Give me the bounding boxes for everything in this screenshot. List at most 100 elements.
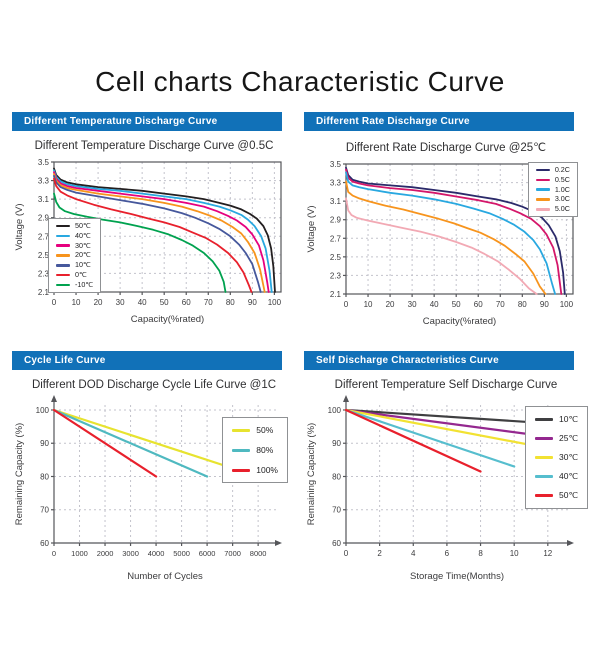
rate-discharge-plot: 0 10 20 30 40 50 60 70 80 90 100 2.1 2.3 2.5 2.7 2.9 3.1… [306, 160, 574, 327]
legend-label: 30℃ [75, 240, 92, 250]
svg-text:3.3: 3.3 [38, 177, 50, 186]
legend-label: 50℃ [75, 221, 92, 230]
legend-label: 0℃ [75, 269, 88, 279]
legend-item: 40℃ [56, 230, 93, 240]
svg-text:5000: 5000 [173, 549, 190, 558]
svg-text:6000: 6000 [199, 549, 216, 558]
svg-text:90: 90 [332, 439, 341, 448]
legend-label: 50℃ [558, 490, 578, 500]
svg-text:Capacity(%rated): Capacity(%rated) [131, 314, 204, 325]
svg-text:50: 50 [160, 298, 169, 307]
svg-text:3.1: 3.1 [38, 195, 50, 204]
svg-text:60: 60 [40, 539, 49, 548]
legend-cycle-life: 50% 80% 100% [222, 417, 288, 483]
svg-text:Remaining Capacity (%): Remaining Capacity (%) [14, 423, 25, 525]
legend-item: 0.2C [535, 165, 570, 174]
legend-item: 10℃ [56, 260, 93, 269]
legend-swatch [232, 428, 251, 432]
legend-swatch [56, 273, 70, 277]
svg-text:80: 80 [332, 472, 341, 481]
svg-text:8: 8 [478, 549, 483, 558]
svg-text:100: 100 [268, 298, 282, 307]
legend-swatch [56, 263, 70, 267]
legend-swatch [534, 494, 553, 497]
svg-text:0: 0 [52, 549, 56, 558]
legend-swatch [534, 418, 553, 421]
svg-text:7000: 7000 [224, 549, 241, 558]
panel-self-discharge: Self Discharge Characteristics Curve Dif… [304, 351, 588, 588]
legend-item: 100% [232, 465, 278, 475]
svg-text:10: 10 [510, 549, 519, 558]
page-title: Cell charts Characteristic Curve [95, 66, 505, 97]
svg-text:2.7: 2.7 [330, 234, 342, 243]
legend-label: 50% [256, 425, 274, 435]
svg-text:0: 0 [344, 300, 349, 309]
svg-text:2.7: 2.7 [38, 232, 50, 241]
legend-item: 30℃ [534, 452, 578, 463]
svg-text:100: 100 [560, 300, 574, 309]
svg-text:40: 40 [138, 298, 147, 307]
svg-text:0: 0 [344, 549, 349, 558]
svg-text:Capacity(%rated): Capacity(%rated) [423, 316, 496, 327]
legend-item: 50℃ [56, 221, 93, 230]
banner-rate-discharge: Different Rate Discharge Curve [304, 112, 574, 131]
svg-text:4: 4 [411, 549, 416, 558]
svg-text:4000: 4000 [148, 549, 165, 558]
legend-label: 30℃ [558, 452, 578, 462]
svg-text:80: 80 [518, 300, 527, 309]
svg-text:8000: 8000 [250, 549, 267, 558]
subtitle-self-discharge: Different Temperature Self Discharge Cur… [334, 379, 558, 391]
svg-text:70: 70 [496, 300, 505, 309]
legend-label: 100% [256, 465, 278, 475]
legend-item: 20℃ [56, 251, 93, 259]
subtitle-rate-discharge: Different Rate Discharge Curve @25℃ [345, 142, 547, 154]
svg-text:3.5: 3.5 [38, 158, 50, 167]
legend-temperature-discharge: 50℃ 40℃ 30℃ 20℃ 10℃ 0℃ -10℃ [48, 218, 102, 293]
legend-label: 3.0C [554, 194, 570, 204]
legend-label: 1.0C [554, 184, 570, 194]
svg-text:50: 50 [452, 300, 461, 309]
svg-text:100: 100 [36, 406, 50, 415]
legend-self-discharge: 10℃ 25℃ 30℃ 40℃ 50℃ [524, 406, 588, 509]
svg-text:Number of Cycles: Number of Cycles [127, 571, 203, 582]
svg-text:3000: 3000 [122, 549, 139, 558]
subtitle-cycle-life: Different DOD Discharge Cycle Life Curve… [31, 379, 277, 391]
svg-text:100: 100 [328, 406, 342, 415]
svg-text:10: 10 [364, 300, 373, 309]
legend-swatch [56, 254, 70, 257]
chart-rate-discharge: 0 10 20 30 40 50 60 70 80 90 100 2.1 2.3 2.5 2.7 2.9 3.1… [304, 156, 584, 333]
legend-swatch [535, 188, 550, 191]
legend-item: 0℃ [56, 269, 93, 279]
legend-item: 1.0C [535, 184, 570, 194]
legend-item: -10℃ [56, 280, 93, 289]
svg-text:2.1: 2.1 [38, 288, 50, 297]
svg-text:2.9: 2.9 [330, 216, 342, 225]
legend-swatch [232, 448, 251, 452]
legend-swatch [535, 178, 550, 182]
svg-text:70: 70 [204, 298, 213, 307]
legend-item: 25℃ [534, 433, 578, 444]
svg-text:Storage Time(Months): Storage Time(Months) [410, 571, 504, 582]
svg-text:80: 80 [226, 298, 235, 307]
panel-cycle-life: Cycle Life Curve Different DOD Discharge… [12, 351, 296, 588]
svg-text:30: 30 [116, 298, 125, 307]
svg-text:Remaining Capacity (%): Remaining Capacity (%) [306, 423, 317, 525]
legend-label: 40℃ [558, 471, 578, 481]
legend-swatch [232, 468, 251, 472]
banner-cycle-life: Cycle Life Curve [12, 351, 282, 370]
svg-text:20: 20 [94, 298, 103, 307]
legend-item: 50℃ [534, 490, 578, 501]
svg-text:70: 70 [332, 506, 341, 515]
legend-item: 0.5C [535, 175, 570, 184]
legend-swatch [56, 234, 70, 238]
svg-text:2: 2 [377, 549, 382, 558]
svg-text:2.3: 2.3 [38, 269, 50, 278]
svg-text:20: 20 [386, 300, 395, 309]
svg-text:Voltage (V): Voltage (V) [306, 206, 317, 253]
svg-text:60: 60 [474, 300, 483, 309]
svg-text:90: 90 [540, 300, 549, 309]
legend-item: 50% [232, 425, 278, 435]
svg-text:90: 90 [248, 298, 257, 307]
svg-text:60: 60 [182, 298, 191, 307]
legend-label: 40℃ [75, 230, 92, 240]
